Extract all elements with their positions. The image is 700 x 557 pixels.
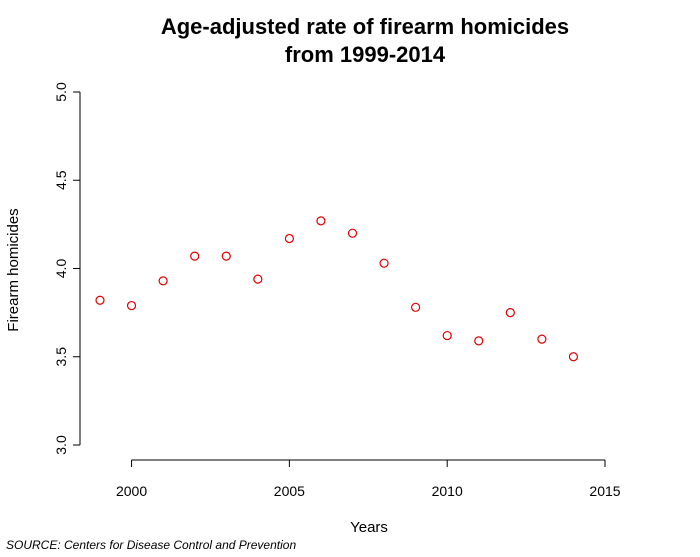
chart-title-line-1: Age-adjusted rate of firearm homicides xyxy=(161,14,569,39)
data-point xyxy=(95,295,105,305)
y-tick-label: 4.5 xyxy=(53,170,69,190)
data-points xyxy=(95,216,579,362)
y-axis: 3.0 3.5 4.0 4.5 5.0 xyxy=(53,82,81,455)
data-point xyxy=(505,308,515,318)
y-tick-label: 4.0 xyxy=(53,259,69,279)
data-point xyxy=(284,233,294,244)
y-tick-label: 3.0 xyxy=(53,435,69,455)
x-axis: 2000 2005 2010 2015 xyxy=(116,459,621,499)
data-point xyxy=(316,216,326,226)
x-tick-label: 2015 xyxy=(589,483,620,499)
source-note: SOURCE: Centers for Disease Control and … xyxy=(6,538,296,552)
data-point xyxy=(379,258,389,268)
y-axis-label: Firearm homicides xyxy=(5,208,22,331)
data-point xyxy=(411,302,421,312)
data-point xyxy=(221,251,231,261)
data-point xyxy=(158,276,168,286)
y-tick-label: 3.5 xyxy=(53,347,69,367)
x-tick-label: 2000 xyxy=(116,483,147,499)
chart-title-line-2: from 1999-2014 xyxy=(285,42,446,67)
data-point xyxy=(537,334,547,344)
x-tick-label: 2005 xyxy=(274,483,305,499)
data-point xyxy=(190,251,200,261)
data-point xyxy=(347,228,358,238)
data-point xyxy=(126,300,137,311)
data-point xyxy=(253,274,263,284)
data-point xyxy=(474,336,484,346)
x-tick-label: 2010 xyxy=(432,483,463,499)
data-point xyxy=(442,330,452,341)
y-tick-label: 5.0 xyxy=(53,82,69,102)
x-axis-label: Years xyxy=(350,519,388,536)
data-point xyxy=(568,352,579,362)
